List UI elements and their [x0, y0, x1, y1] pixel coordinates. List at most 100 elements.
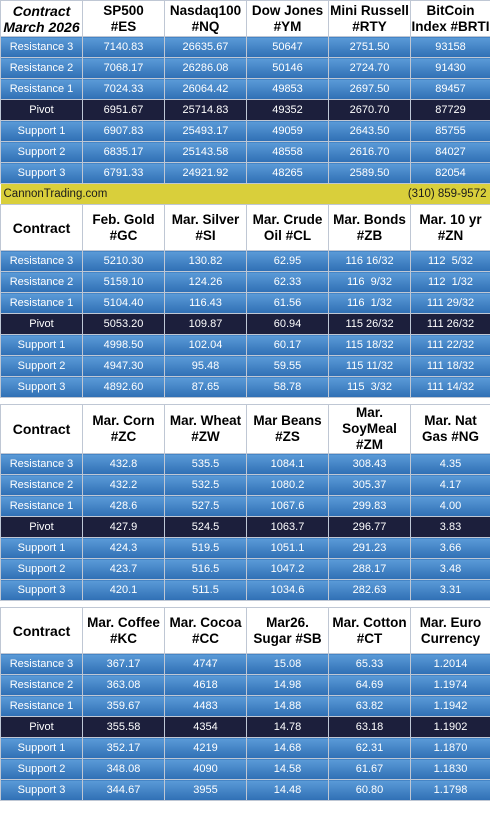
symbol-header: Mar. Wheat #ZW [164, 404, 247, 454]
header-line: BitCoin [426, 2, 475, 18]
level-row: Support 1 6907.83 25493.17 49059 2643.50 8575… [0, 120, 490, 142]
level-value: 60.94 [246, 313, 329, 335]
pivot-row: Pivot 5053.20 109.87 60.94 115 26/32 111 26/3… [0, 313, 490, 335]
level-row: Support 1 352.17 4219 14.68 62.31 1.1870 [0, 737, 490, 759]
header-line: Currency [420, 630, 481, 646]
header-line: #ZM [356, 437, 383, 452]
level-value: 2697.50 [328, 78, 411, 100]
header-line: Gas #NG [421, 429, 480, 444]
header-line: Contract [12, 421, 71, 437]
level-value: 427.9 [82, 516, 165, 538]
contract-header: Contract [0, 404, 83, 454]
level-value: 344.67 [82, 779, 165, 801]
level-value: 432.8 [82, 453, 165, 475]
symbol-header: Feb. Gold #GC [82, 204, 165, 251]
level-value: 299.83 [328, 495, 411, 517]
level-label: Resistance 2 [0, 57, 83, 79]
level-value: 130.82 [164, 250, 247, 272]
level-row: Resistance 2 363.08 4618 14.98 64.69 1.1974 [0, 674, 490, 696]
level-value: 49352 [246, 99, 329, 121]
header-line: #ZS [275, 429, 300, 444]
symbol-header: Mar26. Sugar #SB [246, 607, 329, 654]
level-row: Support 2 348.08 4090 14.58 61.67 1.1830 [0, 758, 490, 780]
level-label: Resistance 1 [0, 695, 83, 717]
symbol-header: SP500 #ES [82, 0, 165, 37]
header-line: Mar. Corn [92, 413, 155, 428]
level-value: 1067.6 [246, 495, 329, 517]
level-value: 4892.60 [82, 376, 165, 398]
level-value: 111 18/32 [410, 355, 490, 377]
level-value: 49059 [246, 120, 329, 142]
level-value: 4219 [164, 737, 247, 759]
level-value: 64.69 [328, 674, 411, 696]
pivot-levels-table: Contract March 2026 SP500 #ES Nasdaq100 #NQ Do… [0, 0, 490, 801]
level-label: Resistance 2 [0, 271, 83, 293]
level-value: 112 5/32 [410, 250, 490, 272]
level-value: 50146 [246, 57, 329, 79]
header-line: Mar. Euro [419, 614, 482, 630]
website-link[interactable]: CannonTrading.com [0, 183, 247, 205]
level-value: 3.31 [410, 579, 490, 601]
level-value: 65.33 [328, 653, 411, 675]
level-value: 420.1 [82, 579, 165, 601]
level-value: 6907.83 [82, 120, 165, 142]
level-value: 111 14/32 [410, 376, 490, 398]
level-value: 7068.17 [82, 57, 165, 79]
level-value: 1.1870 [410, 737, 490, 759]
level-value: 1.1798 [410, 779, 490, 801]
pivot-row: Pivot 427.9 524.5 1063.7 296.77 3.83 [0, 516, 490, 538]
level-value: 363.08 [82, 674, 165, 696]
level-value: 14.48 [246, 779, 329, 801]
level-label: Support 1 [0, 334, 83, 356]
level-label: Resistance 2 [0, 474, 83, 496]
header-line: Feb. Gold [92, 211, 155, 227]
level-label: Resistance 3 [0, 453, 83, 475]
header-line: Contract [12, 2, 71, 19]
level-value: 1047.2 [246, 558, 329, 580]
header-line: SoyMeal [342, 421, 397, 436]
level-value: 2670.70 [328, 99, 411, 121]
header-line: Mar. Silver [171, 211, 240, 227]
level-value: 115 3/32 [328, 376, 411, 398]
level-label: Support 2 [0, 141, 83, 163]
level-value: 1080.2 [246, 474, 329, 496]
level-value: 14.88 [246, 695, 329, 717]
level-value: 25143.58 [164, 141, 247, 163]
section-header-row: Contract Mar. Corn #ZC Mar. Wheat #ZW Mar Bea… [0, 404, 490, 454]
level-row: Support 3 6791.33 24921.92 48265 2589.50 8205… [0, 162, 490, 184]
level-value: 4747 [164, 653, 247, 675]
level-label: Support 2 [0, 758, 83, 780]
header-line: Nasdaq100 [169, 2, 242, 18]
header-line: Oil #CL [263, 227, 312, 243]
level-label: Support 1 [0, 537, 83, 559]
header-line: Contract [12, 622, 71, 639]
level-value: 87.65 [164, 376, 247, 398]
header-line: March 2026 [3, 18, 80, 35]
level-value: 63.82 [328, 695, 411, 717]
header-line: Mar. Cocoa [169, 614, 242, 630]
level-label: Pivot [0, 99, 83, 121]
level-value: 3.66 [410, 537, 490, 559]
header-line: Mar. 10 yr [419, 211, 482, 227]
level-value: 4483 [164, 695, 247, 717]
level-value: 5053.20 [82, 313, 165, 335]
level-value: 1051.1 [246, 537, 329, 559]
level-value: 4998.50 [82, 334, 165, 356]
level-value: 102.04 [164, 334, 247, 356]
pivot-levels-body: Contract March 2026 SP500 #ES Nasdaq100 #NQ Do… [0, 0, 490, 801]
header-line: #CT [356, 630, 383, 646]
level-label: Pivot [0, 313, 83, 335]
level-value: 14.68 [246, 737, 329, 759]
level-value: 14.58 [246, 758, 329, 780]
level-value: 4354 [164, 716, 247, 738]
level-value: 48558 [246, 141, 329, 163]
level-value: 3.83 [410, 516, 490, 538]
level-value: 7140.83 [82, 36, 165, 58]
level-value: 4618 [164, 674, 247, 696]
level-value: 87729 [410, 99, 490, 121]
header-line: Dow Jones [251, 2, 324, 18]
level-value: 85755 [410, 120, 490, 142]
level-value: 26064.42 [164, 78, 247, 100]
level-value: 348.08 [82, 758, 165, 780]
level-row: Support 2 4947.30 95.48 59.55 115 11/32 111 1… [0, 355, 490, 377]
